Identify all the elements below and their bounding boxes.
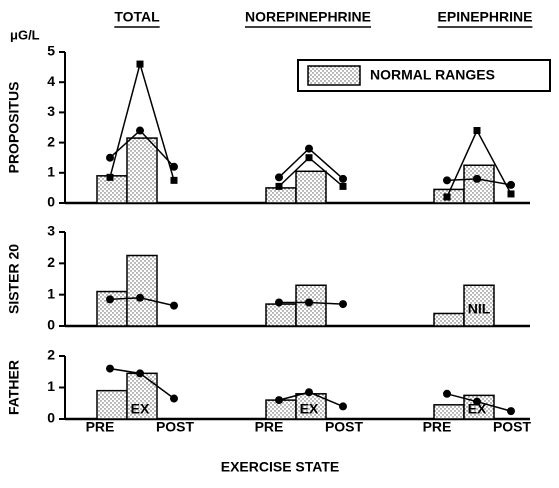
x-tick-label: POST	[325, 419, 364, 435]
square-marker	[443, 193, 451, 201]
x-tick-label: PRE	[255, 419, 284, 435]
normal-range-bar	[463, 164, 495, 204]
normal-range-bar	[96, 290, 128, 327]
normal-range-bar	[463, 394, 495, 420]
circle-marker	[170, 301, 178, 310]
y-tick-label: 2	[47, 133, 55, 149]
normal-range-bar	[96, 389, 128, 420]
circle-marker	[339, 174, 347, 183]
y-axis-label: SISTER 20	[6, 244, 22, 314]
normal-range-bar	[126, 372, 158, 420]
normal-range-bar	[126, 137, 158, 204]
square-marker	[305, 154, 313, 162]
circle-marker	[305, 144, 313, 153]
square-marker	[170, 176, 178, 184]
y-axis-label: FATHER	[6, 360, 22, 415]
legend-swatch	[307, 65, 361, 86]
circle-marker	[443, 176, 451, 185]
circle-marker	[106, 295, 114, 304]
normal-range-bar	[433, 312, 465, 327]
y-tick-label: 0	[47, 317, 55, 333]
circle-marker	[136, 369, 144, 378]
circle-marker	[275, 298, 283, 307]
annotation: NIL	[468, 300, 491, 316]
circle-marker	[507, 407, 515, 416]
x-tick-label: EX	[131, 401, 150, 417]
legend-label: NORMAL RANGES	[370, 67, 495, 83]
x-tick-label: PRE	[86, 419, 115, 435]
x-tick-label: EX	[468, 401, 487, 417]
circle-marker	[136, 293, 144, 302]
unit-label: μG/L	[10, 27, 40, 42]
y-axis-label: PROPOSITUS	[6, 82, 22, 174]
y-tick-label: 1	[47, 378, 55, 394]
circle-marker	[305, 388, 313, 397]
column-title: NOREPINEPHRINE	[245, 9, 371, 25]
normal-range-bar	[265, 187, 297, 204]
y-tick-label: 2	[47, 254, 55, 270]
x-tick-label: EX	[300, 401, 319, 417]
column-title: TOTAL	[114, 9, 160, 25]
y-tick-label: 1	[47, 285, 55, 301]
circle-marker	[473, 397, 481, 406]
circle-marker	[170, 162, 178, 171]
y-tick-label: 4	[47, 73, 55, 89]
x-axis-label: EXERCISE STATE	[221, 459, 340, 475]
circle-marker	[473, 174, 481, 183]
circle-marker	[275, 173, 283, 182]
y-tick-label: 5	[47, 43, 55, 59]
y-tick-label: 2	[47, 347, 55, 363]
normal-range-bar	[265, 303, 297, 327]
circle-marker	[136, 126, 144, 135]
square-marker	[275, 182, 283, 190]
square-marker	[106, 173, 114, 181]
square-marker	[507, 190, 515, 198]
circle-marker	[339, 402, 347, 411]
y-tick-label: 3	[47, 223, 55, 239]
circle-marker	[443, 389, 451, 398]
normal-range-bar	[433, 404, 465, 420]
square-marker	[339, 182, 347, 190]
normal-range-bar	[126, 254, 158, 327]
square-marker	[473, 127, 481, 135]
y-tick-label: 1	[47, 164, 55, 180]
y-tick-label: 0	[47, 194, 55, 210]
circle-marker	[106, 364, 114, 373]
normal-range-bar	[295, 170, 327, 204]
circle-marker	[106, 153, 114, 162]
circle-marker	[170, 394, 178, 403]
normal-range-bar	[295, 284, 327, 327]
column-title: EPINEPHRINE	[438, 9, 533, 25]
y-tick-label: 3	[47, 103, 55, 119]
normal-range-bar	[463, 284, 495, 327]
x-tick-label: POST	[156, 419, 195, 435]
square-marker	[136, 60, 144, 68]
x-tick-label: PRE	[423, 419, 452, 435]
circle-marker	[275, 396, 283, 405]
circle-marker	[305, 298, 313, 307]
circle-marker	[339, 300, 347, 309]
x-tick-label: POST	[493, 419, 532, 435]
circle-marker	[507, 180, 515, 189]
y-tick-label: 0	[47, 410, 55, 426]
